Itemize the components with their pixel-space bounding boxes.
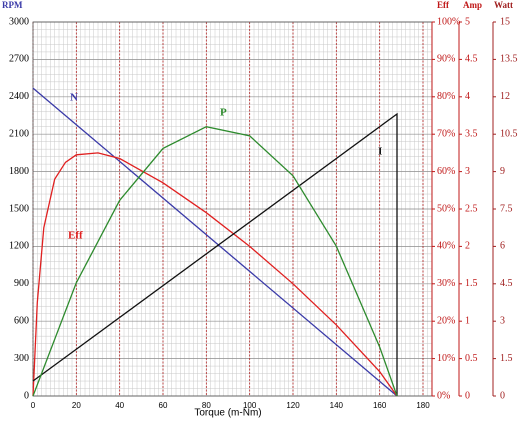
y2-tick-label: 70% [437, 128, 455, 139]
y-tick-label: 2100 [9, 128, 29, 139]
y2-tick-label: 10% [437, 353, 455, 364]
y-tick-label: 0 [24, 390, 29, 401]
x-tick-label: 120 [286, 401, 300, 410]
y4-tick-label: 1.5 [500, 353, 513, 364]
y-tick-label: 1500 [9, 203, 29, 214]
y3-tick-label: 2.5 [465, 203, 478, 214]
x-tick-label: 60 [159, 401, 168, 410]
y2-tick-label: 90% [437, 54, 455, 65]
series-line [32, 126, 398, 397]
x-tick-label: 20 [72, 401, 81, 410]
y-axis-title: RPM [2, 0, 23, 10]
y2-axis-title: Eff [437, 0, 450, 10]
y3-tick-label: 3 [465, 166, 470, 177]
series-line [32, 152, 398, 397]
y2-tick-label: 20% [437, 315, 455, 326]
y3-tick-label: 3.5 [465, 128, 478, 139]
series-label: I [378, 146, 382, 158]
y3-tick-label: 0 [465, 390, 470, 401]
y-tick-label: 2400 [9, 91, 29, 102]
y4-tick-label: 9 [500, 166, 505, 177]
x-tick-label: 160 [373, 401, 387, 410]
x-tick-label: 140 [330, 401, 344, 410]
y4-tick-label: 13.5 [500, 54, 518, 65]
y3-tick-label: 0.5 [465, 353, 478, 364]
y3-tick-label: 4 [465, 91, 470, 102]
y2-tick-label: 80% [437, 91, 455, 102]
y2-tick-label: 60% [437, 166, 455, 177]
y-tick-label: 1200 [9, 241, 29, 252]
series-label: Eff [68, 230, 83, 242]
y4-tick-label: 6 [500, 241, 505, 252]
x-tick-label: 40 [115, 401, 124, 410]
y-tick-label: 1800 [9, 166, 29, 177]
y2-tick-label: 40% [437, 241, 455, 252]
y4-tick-label: 10.5 [500, 128, 518, 139]
y-tick-label: 2700 [9, 54, 29, 65]
y3-tick-label: 2 [465, 241, 470, 252]
y4-tick-label: 12 [500, 91, 510, 102]
y2-tick-label: 0% [437, 390, 450, 401]
y3-tick-label: 4.5 [465, 54, 478, 65]
x-tick-label: 80 [202, 401, 211, 410]
y2-tick-label: 50% [437, 203, 455, 214]
y3-tick-label: 5 [465, 16, 470, 27]
y3-tick-label: 1.5 [465, 278, 478, 289]
y4-tick-label: 4.5 [500, 278, 513, 289]
series-line [32, 112, 398, 396]
y4-tick-label: 3 [500, 315, 505, 326]
y4-tick-label: 15 [500, 16, 510, 27]
x-axis-title: Torque (m-Nm) [194, 408, 261, 419]
y-tick-label: 300 [14, 353, 29, 364]
y4-axis-title: Watt [494, 0, 513, 10]
y4-tick-label: 7.5 [500, 203, 513, 214]
y-tick-label: 900 [14, 278, 29, 289]
x-tick-label: 0 [31, 401, 36, 410]
x-tick-label: 180 [416, 401, 430, 410]
y4-tick-label: 0 [500, 390, 505, 401]
y3-axis-title: Amp [463, 0, 482, 10]
y-tick-label: 600 [14, 315, 29, 326]
y3-tick-label: 1 [465, 315, 470, 326]
series-label: P [220, 107, 227, 119]
y2-tick-label: 100% [437, 16, 460, 27]
y2-tick-label: 30% [437, 278, 455, 289]
y-tick-label: 3000 [9, 16, 29, 27]
x-tick-label: 100 [243, 401, 257, 410]
series-line [32, 87, 398, 397]
series-label: N [70, 92, 78, 104]
